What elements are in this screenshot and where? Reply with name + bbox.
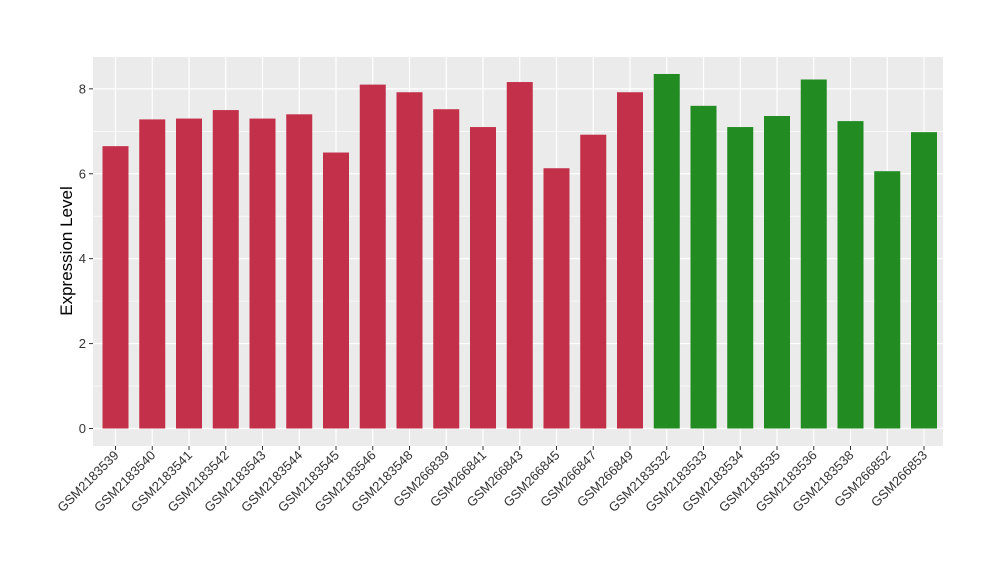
y-tick-label: 4 [79,251,86,266]
bar-GSM266853 [911,132,937,429]
y-axis: 0 2 4 6 8 [79,81,93,436]
bar-GSM266847 [580,134,607,429]
bar-GSM266841 [470,127,496,429]
bar-GSM2183536 [800,79,827,429]
bar-GSM2183543 [249,118,276,429]
y-tick-label: 2 [79,336,86,351]
bar-GSM266849 [617,92,643,429]
bar-GSM2183541 [176,118,202,429]
bar-GSM2183533 [690,105,717,429]
bar-GSM266852 [874,171,901,429]
bar-GSM2183534 [727,127,754,429]
bar-GSM2183539 [102,146,129,429]
bar-GSM266839 [433,109,460,429]
bar-GSM2183535 [764,116,790,429]
bar-GSM2183548 [396,92,423,429]
bar-GSM2183545 [323,152,349,429]
y-tick-label: 0 [79,421,86,436]
bar-GSM266843 [506,82,533,429]
bar-GSM2183532 [653,73,680,429]
y-tick-label: 8 [79,81,86,96]
bar-GSM2183542 [212,110,239,429]
y-axis-label: Expression Level [57,186,76,315]
bar-GSM2183538 [837,121,864,429]
bar-GSM2183546 [359,84,386,429]
bar-GSM266845 [543,168,570,429]
bar-GSM2183544 [286,114,313,429]
x-axis: GSM2183539GSM2183540GSM2183541GSM2183542… [54,446,930,515]
bars-group [102,73,937,429]
y-tick-label: 6 [79,166,86,181]
bar-GSM2183540 [139,119,166,429]
